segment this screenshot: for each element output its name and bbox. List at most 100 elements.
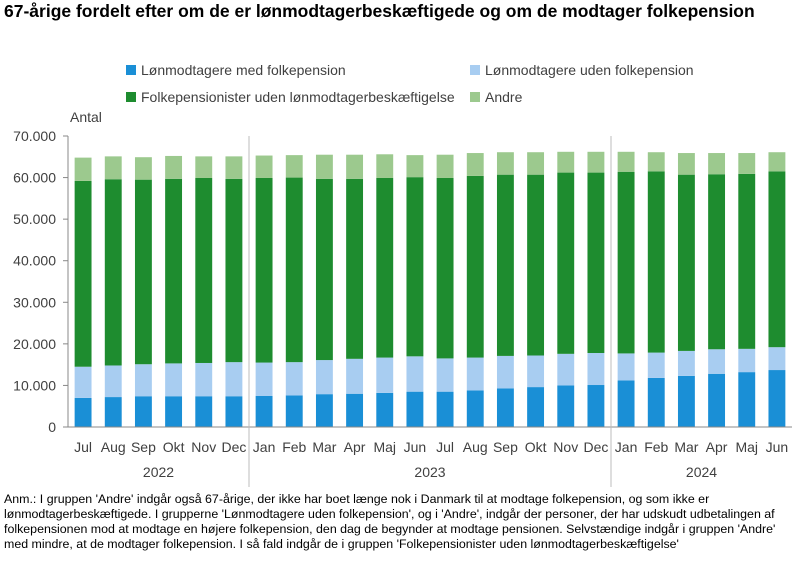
- bar-segment-3: [255, 177, 273, 363]
- bar-segment-4: [647, 152, 665, 172]
- bar-segment-2: [466, 357, 484, 391]
- bar-segment-4: [225, 156, 243, 179]
- x-tick-label: Nov: [191, 439, 216, 455]
- bar-segment-4: [376, 154, 394, 178]
- bar-segment-4: [315, 154, 333, 179]
- legend-label: Lønmodtagere med folkepension: [141, 62, 346, 78]
- bar-segment-2: [617, 353, 635, 381]
- bar-segment-2: [527, 355, 545, 388]
- bar-segment-3: [496, 174, 514, 356]
- bar-segment-2: [677, 350, 695, 376]
- bar-segment-2: [496, 355, 514, 389]
- bar-segment-4: [104, 156, 122, 180]
- x-tick-label: Jul: [74, 439, 92, 455]
- bar-segment-2: [647, 352, 665, 378]
- bar-segment-4: [74, 157, 92, 181]
- bar-segment-3: [466, 175, 484, 358]
- bar-segment-1: [617, 380, 635, 427]
- bar-segment-2: [406, 356, 424, 392]
- legend-label: Folkepensionister uden lønmodtagerbeskæf…: [141, 89, 455, 105]
- bar-segment-1: [104, 397, 122, 427]
- bar-segment-2: [134, 364, 152, 397]
- bar-segment-2: [255, 362, 273, 396]
- bar-segment-1: [315, 394, 333, 427]
- bars: [74, 151, 786, 427]
- bar-segment-1: [466, 390, 484, 427]
- bar-segment-2: [436, 358, 454, 392]
- x-tick-label: Sep: [493, 439, 518, 455]
- x-tick-label: Jun: [766, 439, 789, 455]
- bar-segment-4: [436, 154, 454, 178]
- bar-segment-4: [738, 153, 756, 174]
- year-label: 2024: [686, 464, 717, 480]
- x-tick-label: Jan: [615, 439, 638, 455]
- x-tick-label: Dec: [221, 439, 246, 455]
- y-tick-label: 60.000: [13, 170, 56, 186]
- bar-segment-2: [74, 366, 92, 398]
- bar-segment-3: [587, 172, 605, 354]
- y-tick-label: 10.000: [13, 377, 56, 393]
- legend-label: Lønmodtagere uden folkepension: [485, 62, 694, 78]
- bar-segment-4: [617, 151, 635, 172]
- bar-segment-1: [346, 393, 364, 427]
- bar-segment-3: [104, 179, 122, 366]
- bar-segment-2: [165, 363, 183, 397]
- x-tick-label: Maj: [735, 439, 758, 455]
- bar-segment-1: [406, 391, 424, 427]
- legend-swatch: [470, 92, 480, 102]
- bar-segment-2: [225, 362, 243, 397]
- bar-segment-4: [466, 153, 484, 176]
- bar-segment-3: [436, 177, 454, 359]
- bar-segment-1: [647, 377, 665, 427]
- bar-segment-2: [557, 353, 575, 386]
- y-tick-label: 30.000: [13, 294, 56, 310]
- x-axis: Jul Aug Sep Okt Nov Dec Jan Feb Mar Apr Maj Jun Jul A…: [68, 136, 792, 487]
- bar-segment-1: [74, 397, 92, 427]
- chart-title: 67-årige fordelt efter om de er lønmodta…: [4, 1, 755, 21]
- bar-segment-2: [104, 365, 122, 398]
- x-tick-label: Sep: [131, 439, 156, 455]
- x-tick-label: Apr: [344, 439, 366, 455]
- bar-segment-4: [255, 155, 273, 178]
- bar-segment-4: [134, 157, 152, 180]
- bar-segment-4: [527, 152, 545, 175]
- bar-segment-2: [376, 357, 394, 393]
- x-tick-label: Nov: [553, 439, 578, 455]
- bar-segment-3: [315, 178, 333, 361]
- x-tick-label: Okt: [525, 439, 547, 455]
- x-tick-label: Okt: [163, 439, 185, 455]
- legend-swatch: [126, 92, 136, 102]
- bar-segment-1: [134, 396, 152, 427]
- bar-segment-2: [315, 360, 333, 395]
- y-tick-label: 0: [48, 419, 56, 435]
- y-tick-label: 50.000: [13, 211, 56, 227]
- bar-segment-1: [436, 391, 454, 427]
- bar-segment-1: [557, 385, 575, 427]
- footnote: Anm.: I gruppen 'Andre' indgår også 67-å…: [4, 492, 776, 551]
- x-tick-label: Maj: [373, 439, 396, 455]
- year-label: 2023: [414, 464, 445, 480]
- legend-swatch: [470, 65, 480, 75]
- bar-segment-2: [195, 362, 213, 397]
- bar-segment-3: [677, 174, 695, 351]
- year-label: 2022: [143, 464, 174, 480]
- bar-segment-1: [708, 373, 726, 427]
- bar-segment-4: [708, 153, 726, 175]
- x-tick-label: Feb: [644, 439, 668, 455]
- bar-segment-4: [285, 155, 303, 178]
- bar-segment-3: [74, 180, 92, 367]
- x-tick-label: Dec: [583, 439, 608, 455]
- x-tick-label: Apr: [706, 439, 728, 455]
- bar-segment-1: [255, 395, 273, 427]
- bar-segment-1: [738, 372, 756, 427]
- stacked-bar-chart: Lønmodtagere med folkepension Lønmodtager…: [13, 62, 792, 487]
- bar-segment-4: [557, 151, 575, 173]
- x-tick-label: Jul: [436, 439, 454, 455]
- x-tick-label: Jan: [253, 439, 276, 455]
- x-tick-label: Aug: [101, 439, 126, 455]
- bar-segment-3: [165, 178, 183, 364]
- bar-segment-1: [768, 370, 786, 427]
- y-tick-label: 70.000: [13, 128, 56, 144]
- bar-segment-1: [285, 395, 303, 427]
- x-tick-label: Mar: [674, 439, 698, 455]
